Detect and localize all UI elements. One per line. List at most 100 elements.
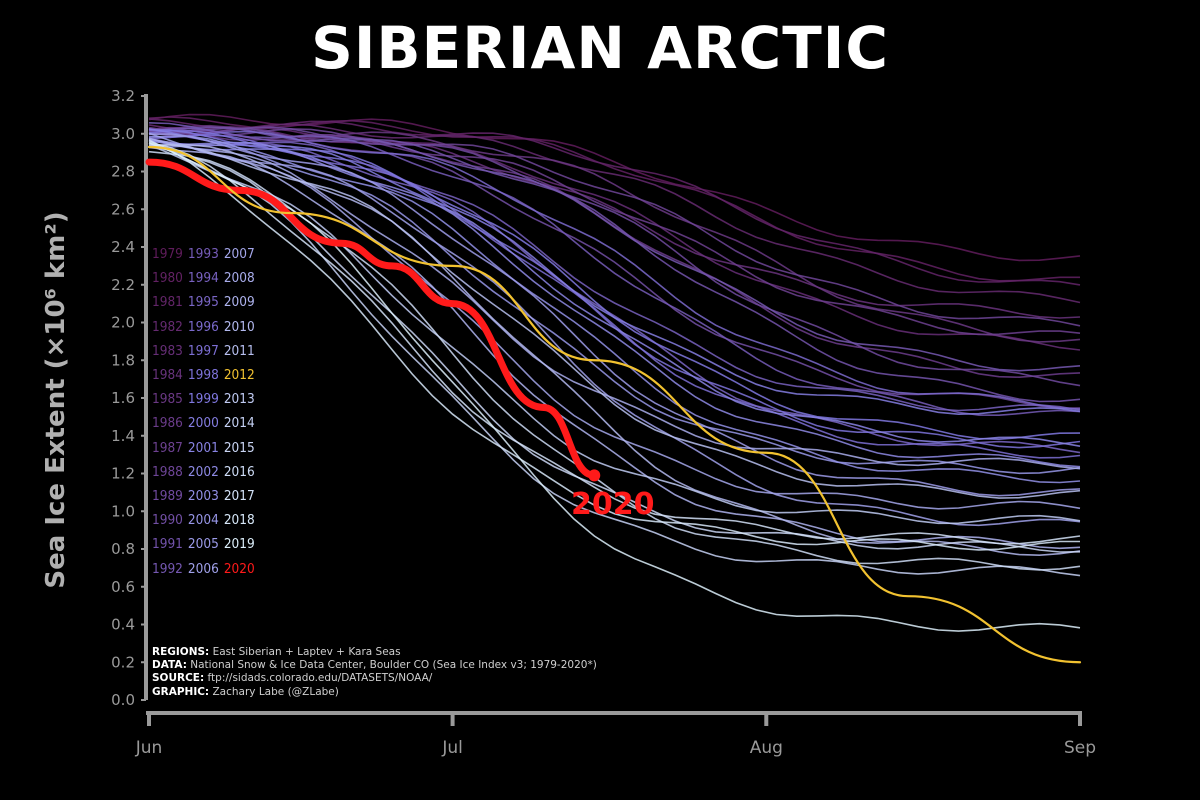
legend-year: 1990 <box>152 512 183 529</box>
source-label: SOURCE: <box>152 672 205 685</box>
data-text: National Snow & Ice Data Center, Boulder… <box>190 659 597 672</box>
regions-label: REGIONS: <box>152 646 210 658</box>
legend-year: 1995 <box>187 294 219 311</box>
y-tick-label: 2.0 <box>111 314 135 332</box>
legend-year: 1981 <box>152 294 183 311</box>
legend-year: 1988 <box>152 463 183 480</box>
series-2018 <box>148 140 1080 551</box>
y-tick-label: 0.2 <box>111 653 135 671</box>
source-text: ftp://sidads.colorado.edu/DATASETS/NOAA/ <box>207 672 433 685</box>
legend-year: 1989 <box>152 488 183 504</box>
series-2004 <box>148 135 1081 475</box>
legend-year: 2008 <box>223 270 255 287</box>
series-1982 <box>148 123 1081 304</box>
series-2007 <box>148 132 1081 510</box>
y-tick-label: 1.0 <box>111 502 135 520</box>
y-tick-label: 3.2 <box>111 87 135 105</box>
legend-row: 1989 2003 2017 <box>152 488 260 504</box>
legend-row: 1991 2005 2019 <box>152 536 260 552</box>
legend-year: 2020 <box>223 560 255 577</box>
legend-year: 2016 <box>223 463 255 480</box>
series-2002 <box>148 140 1081 468</box>
legend-year: 1992 <box>152 560 183 577</box>
series-2005 <box>148 133 1081 497</box>
x-tick-label: Aug <box>750 738 783 758</box>
x-tick-label: Sep <box>1064 738 1096 758</box>
series-2001 <box>148 139 1081 447</box>
legend-year: 1999 <box>187 391 219 408</box>
legend-year: 1983 <box>152 342 183 359</box>
legend-row: 1980 1994 2008 <box>152 270 260 286</box>
series-2011 <box>148 144 1081 499</box>
x-tick-label: Jul <box>441 738 463 758</box>
legend-year: 2005 <box>187 536 219 553</box>
y-tick-label: 0.6 <box>111 578 135 596</box>
regions-text: East Siberian + Laptev + Kara Seas <box>212 646 401 658</box>
legend-row: 1987 2001 2015 <box>152 440 260 456</box>
graphic-label: GRAPHIC: <box>152 685 210 698</box>
legend-year: 1985 <box>152 391 183 408</box>
series-1981 <box>148 118 1081 286</box>
graphic-text: Zachary Labe (@ZLabe) <box>212 685 339 698</box>
chart-title: SIBERIAN ARCTIC <box>311 14 889 82</box>
y-axis-label: Sea Ice Extent (×10⁶ km²) <box>41 211 71 588</box>
legend-year: 1984 <box>152 367 183 383</box>
series-1987 <box>148 128 1081 336</box>
legend-year: 2003 <box>187 488 219 504</box>
legend-year: 2006 <box>187 560 219 577</box>
series-1983 <box>148 127 1081 351</box>
legend-year: 1979 <box>152 246 183 262</box>
series-2012 <box>147 145 1082 664</box>
label-2020: 2020 <box>571 487 655 522</box>
legend-year: 2004 <box>187 512 219 529</box>
series-1984 <box>148 126 1081 319</box>
series-1996 <box>148 130 1081 410</box>
legend-row: 1981 1995 2009 <box>152 294 260 310</box>
series-1985 <box>148 124 1081 343</box>
legend-year: 2017 <box>223 488 255 504</box>
legend-year: 2011 <box>223 342 255 359</box>
legend-row: 1988 2002 2016 <box>152 464 260 480</box>
legend-row: 1984 1998 2012 <box>152 367 260 383</box>
y-tick-label: 2.2 <box>111 276 135 294</box>
legend-year: 2015 <box>223 439 255 456</box>
notes: REGIONS: East Siberian + Laptev + Kara S… <box>152 646 597 699</box>
legend-row: 1979 1993 2007 <box>152 246 260 262</box>
x-tick-label: Jun <box>135 738 163 758</box>
series-2014 <box>148 138 1081 577</box>
legend-year: 2009 <box>223 294 255 311</box>
legend-year: 2001 <box>187 439 219 456</box>
legend-row: 1982 1996 2010 <box>152 319 260 335</box>
y-tick-label: 0.0 <box>111 691 135 709</box>
series-2017 <box>148 141 1081 545</box>
legend-year: 2013 <box>223 391 255 408</box>
legend-row: 1992 2006 2020 <box>152 561 260 577</box>
y-tick-label: 3.0 <box>111 125 135 143</box>
series-2020-endpoint <box>588 469 601 482</box>
legend-row: 1990 2004 2018 <box>152 512 260 528</box>
series-2008 <box>148 137 1081 470</box>
legend-year: 1982 <box>152 318 183 335</box>
y-tick-label: 0.4 <box>111 616 135 634</box>
series-2019 <box>148 142 1081 632</box>
legend-year: 1997 <box>187 342 219 359</box>
legend-year: 2000 <box>187 415 219 432</box>
legend-row: 1986 2000 2014 <box>152 415 260 431</box>
series-1988 <box>148 126 1081 327</box>
series-2009 <box>148 146 1081 550</box>
y-tick-label: 1.2 <box>111 465 135 483</box>
y-tick-label: 2.8 <box>111 163 135 181</box>
series-1994 <box>148 128 1081 412</box>
legend-row: 1985 1999 2013 <box>152 391 260 407</box>
legend-year: 2007 <box>223 246 255 262</box>
y-tick-label: 2.6 <box>111 200 135 218</box>
legend-year: 2019 <box>223 536 255 553</box>
data-label: DATA: <box>152 659 187 672</box>
legend-year: 2010 <box>223 318 255 335</box>
legend-year: 1986 <box>152 415 183 432</box>
legend-year: 2018 <box>223 512 255 529</box>
legend-year: 1996 <box>187 318 219 335</box>
y-tick-label: 0.8 <box>111 540 135 558</box>
legend-year: 1987 <box>152 439 183 456</box>
